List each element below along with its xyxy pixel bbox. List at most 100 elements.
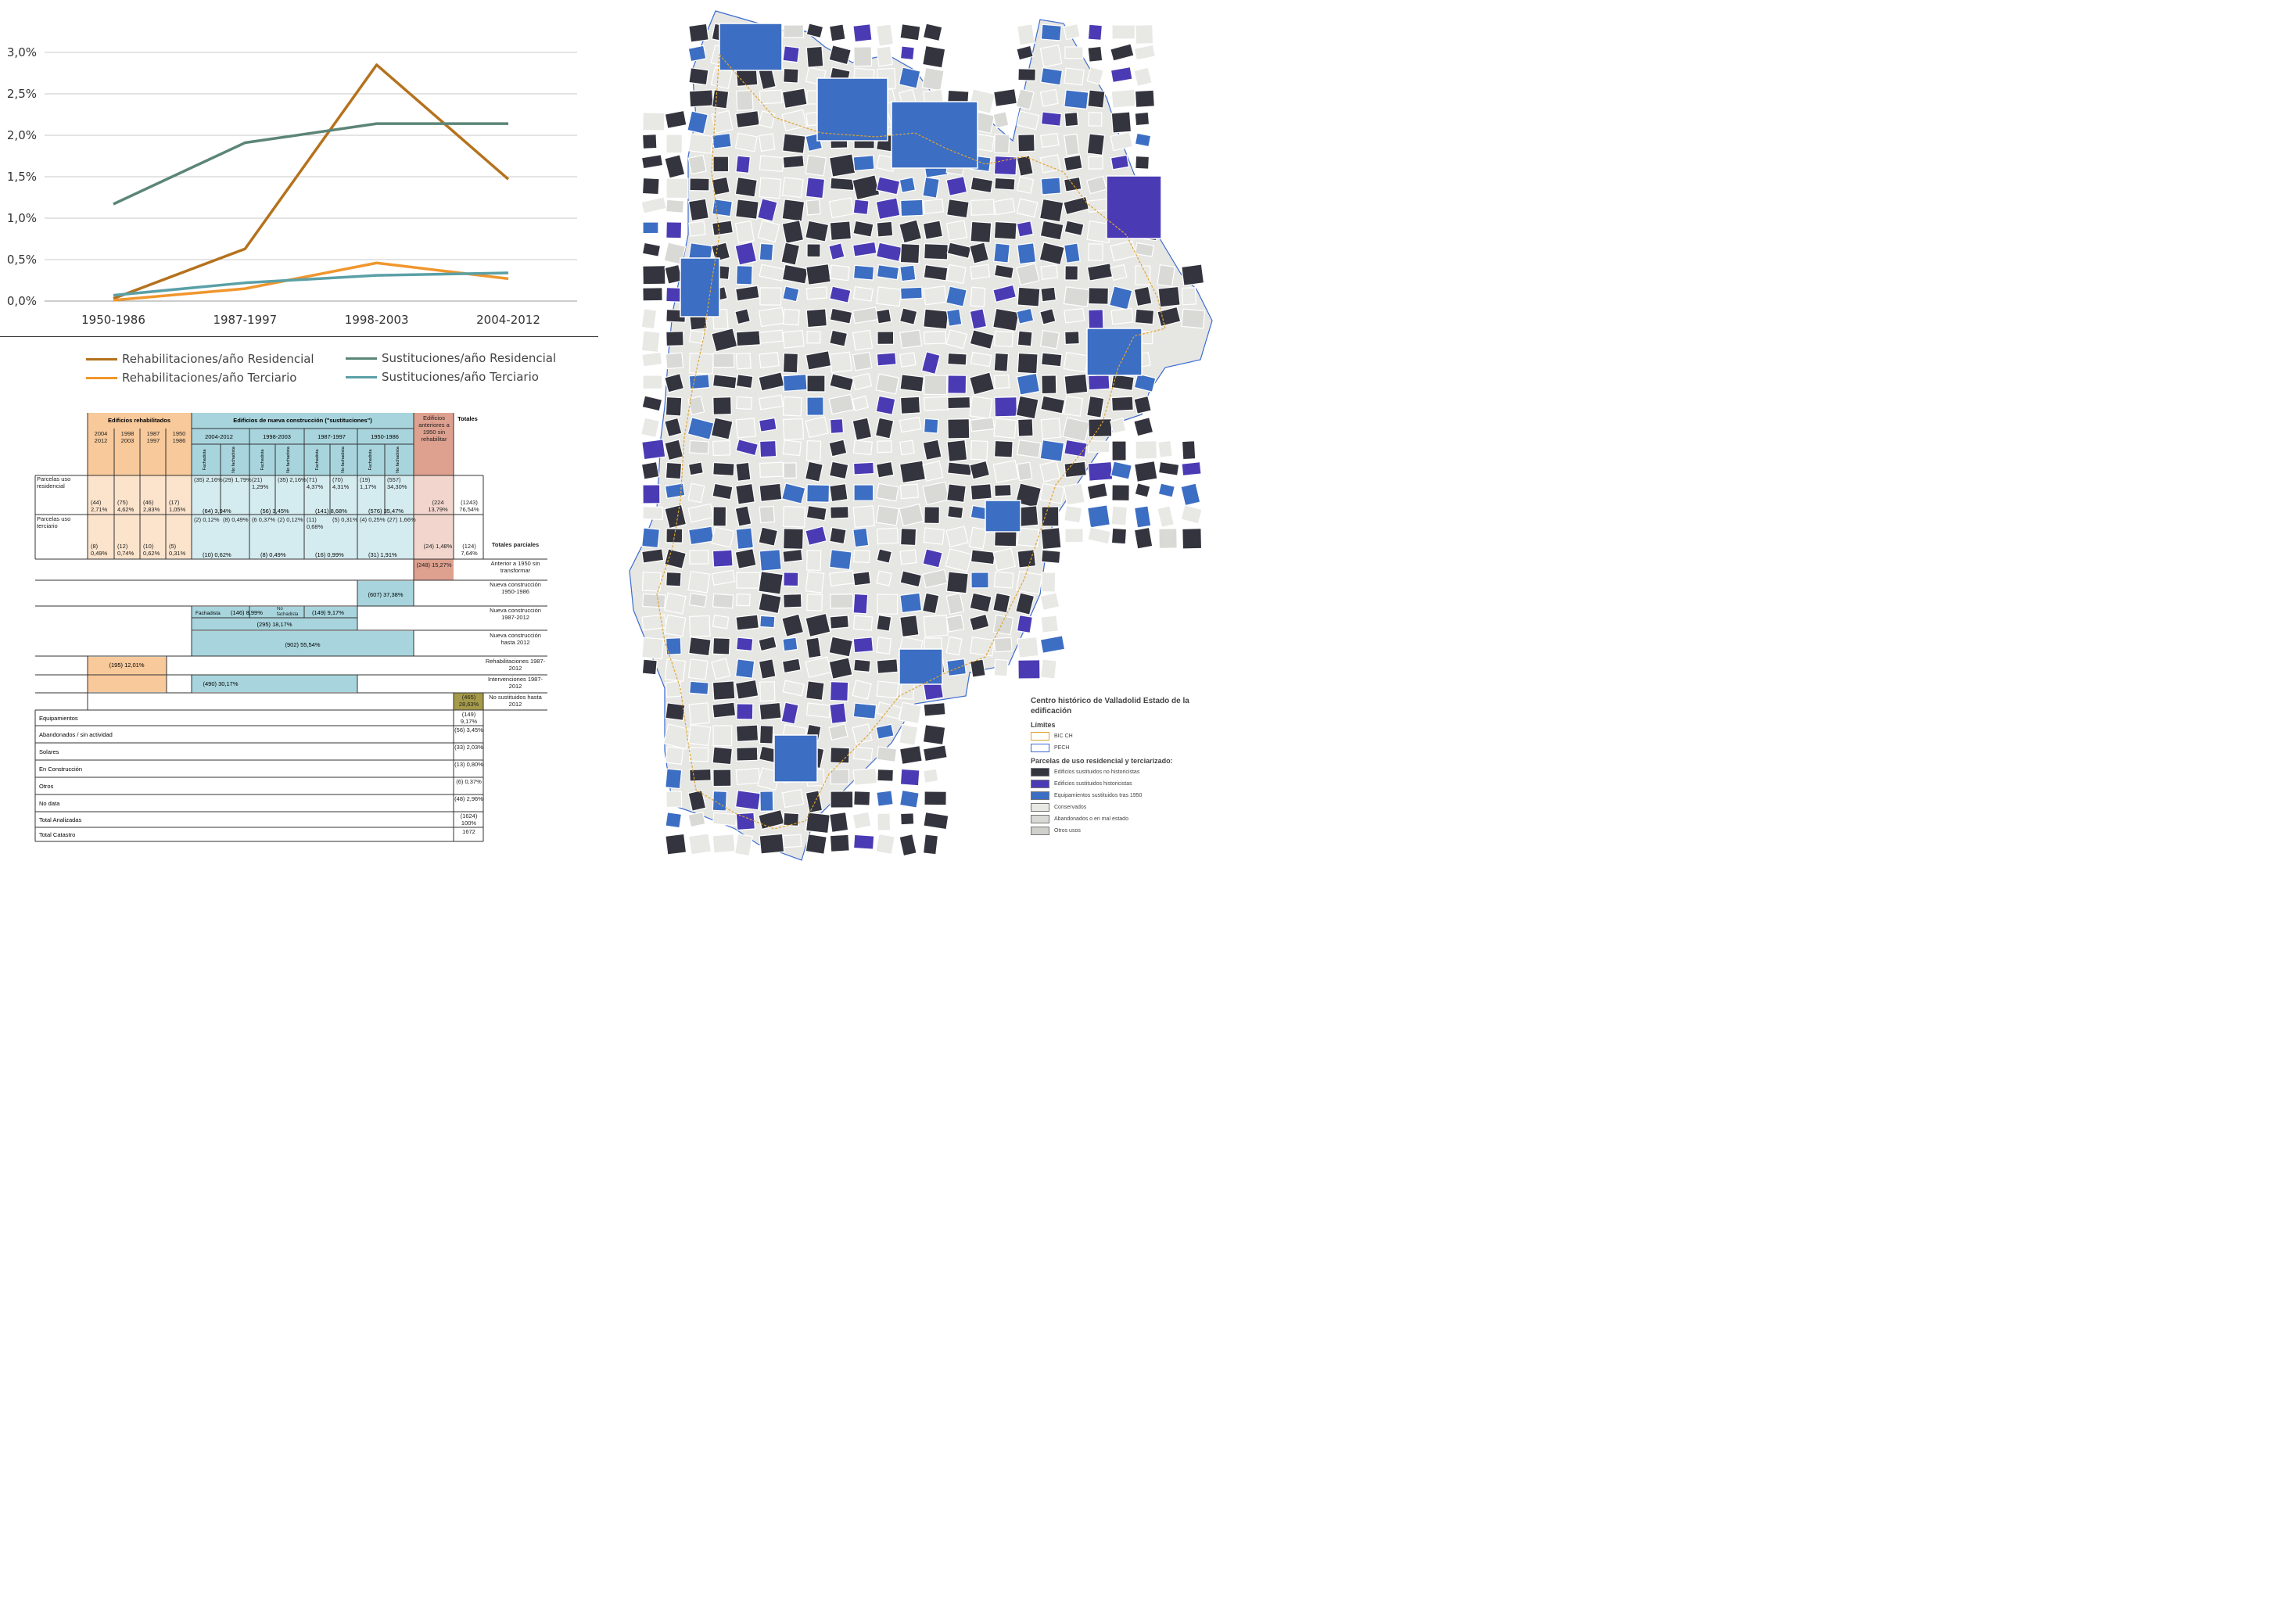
- parcel: [712, 549, 734, 568]
- partial-label: Nueva construcción 1987-2012: [490, 607, 541, 621]
- row1-rehab-cell: (17) 1,05%: [169, 499, 185, 513]
- parcel: [1017, 418, 1034, 437]
- parcel: [711, 658, 731, 680]
- parcel: [1014, 482, 1042, 509]
- parcel: [922, 460, 944, 482]
- parcel: [664, 109, 687, 130]
- parcel: [664, 372, 685, 393]
- parcel: [1133, 66, 1153, 88]
- parcel: [899, 812, 915, 826]
- parcel: [1134, 111, 1150, 127]
- row1-new-total: (64) 3,94%: [203, 508, 231, 515]
- partial-value: (902) 55,54%: [285, 641, 320, 648]
- parcel: [711, 526, 735, 548]
- parcel: [783, 462, 797, 479]
- row1-prev: (224 13,79%: [428, 499, 447, 513]
- y-tick-label: 2,5%: [7, 87, 37, 101]
- parcel: [899, 833, 917, 857]
- parcel: [1088, 418, 1113, 438]
- parcel: [805, 177, 826, 199]
- map-legend-row-pech: PECH: [1031, 744, 1203, 752]
- row1-new-cell-text: (70) 4,31%: [332, 476, 350, 490]
- parcel: [1016, 372, 1041, 396]
- parcel: [924, 242, 949, 260]
- parcel: [921, 45, 946, 69]
- summary-row-label: Total Analizadas: [39, 816, 81, 823]
- parcel: [1088, 112, 1103, 127]
- rehab-period-text: 1998 2003: [120, 430, 135, 444]
- parcel: [970, 549, 996, 565]
- parcel: [852, 155, 875, 172]
- new-period-headers: 2004-2012 1998-2003 1987-1997 1950-1986: [205, 433, 399, 440]
- parcel: [664, 417, 683, 438]
- parcel: [712, 680, 736, 701]
- parcel: [1039, 154, 1061, 174]
- parcel: [876, 746, 898, 762]
- parcel: [687, 658, 709, 680]
- parcel: [829, 418, 845, 435]
- parcel: [1063, 395, 1084, 417]
- parcel: [946, 242, 972, 260]
- parcel: [829, 221, 852, 242]
- row2-new-cell-text: (4) 0,25%: [360, 516, 386, 523]
- row1-total: (1243) 76,54%: [459, 499, 479, 513]
- parcel: [734, 241, 758, 266]
- map-legend-row-bic: BIC CH: [1031, 732, 1203, 741]
- parcel: [641, 658, 658, 676]
- partial-value: (465) 28,63%: [459, 694, 479, 708]
- summary-row-value-text: (149) 9,17%: [460, 711, 478, 725]
- row2-rehab-cell-text: (8) 0,49%: [91, 543, 108, 557]
- legend-swatch: [346, 357, 377, 360]
- parcel: [899, 177, 917, 194]
- parcel: [993, 330, 1014, 348]
- parcel: [688, 89, 714, 108]
- parcel: [1110, 43, 1135, 62]
- parcel: [735, 265, 753, 285]
- partial-label: Intervenciones 1987-2012: [488, 676, 543, 690]
- new-total-partial-bg: [192, 631, 414, 656]
- parcel: [687, 724, 712, 747]
- parcel: [780, 242, 801, 266]
- parcel: [711, 176, 730, 196]
- map-legend-label: Otros usos: [1054, 828, 1081, 834]
- parcel: [852, 615, 874, 631]
- row2-new-cell: (8) 0,49%: [223, 516, 249, 523]
- parcel: [642, 265, 666, 285]
- parcel: [642, 506, 664, 520]
- parcel: [1086, 175, 1107, 195]
- parcel: [1039, 242, 1065, 266]
- parcel: [781, 177, 804, 199]
- parcel: [805, 637, 822, 659]
- parcel: [852, 351, 873, 371]
- map-legend: Centro histórico de Valladolid Estado de…: [1031, 696, 1203, 835]
- map-legend-row: Conservados: [1031, 803, 1203, 812]
- parcel: [1016, 570, 1043, 595]
- parcel: [1015, 395, 1039, 420]
- parcel: [641, 395, 663, 412]
- parcel: [946, 439, 968, 463]
- legend-swatch: [86, 357, 117, 360]
- parcel: [758, 809, 785, 830]
- x-tick-label: 1998-2003: [345, 313, 409, 327]
- parcel: [1111, 24, 1135, 40]
- parcel: [1063, 482, 1085, 506]
- row2-new-cell: (4) 0,25%: [360, 516, 386, 523]
- partial-sub-label-text: No fachadista: [277, 607, 299, 617]
- row2-rehab-cell-text: (10) 0,62%: [143, 543, 160, 557]
- summary-row-value: (149) 9,17%: [460, 711, 478, 725]
- parcel: [782, 285, 800, 303]
- parcel: [874, 417, 895, 439]
- parcel: [994, 177, 1016, 191]
- table-gridlines: [34, 413, 547, 842]
- parcel: [829, 811, 849, 834]
- partial-value: (248) 15,27%: [416, 561, 451, 568]
- parcel: [947, 418, 970, 439]
- parcel: [1064, 67, 1085, 86]
- row2-new-cell: (6 0,37%: [252, 516, 275, 523]
- parcel: [1134, 132, 1152, 148]
- map-parcels: [640, 23, 1206, 857]
- parcel: [736, 703, 754, 720]
- parcel: [642, 593, 666, 608]
- partial-label-text: Nueva construcción 1950-1986: [490, 581, 541, 595]
- new-period: 1998-2003: [263, 433, 291, 440]
